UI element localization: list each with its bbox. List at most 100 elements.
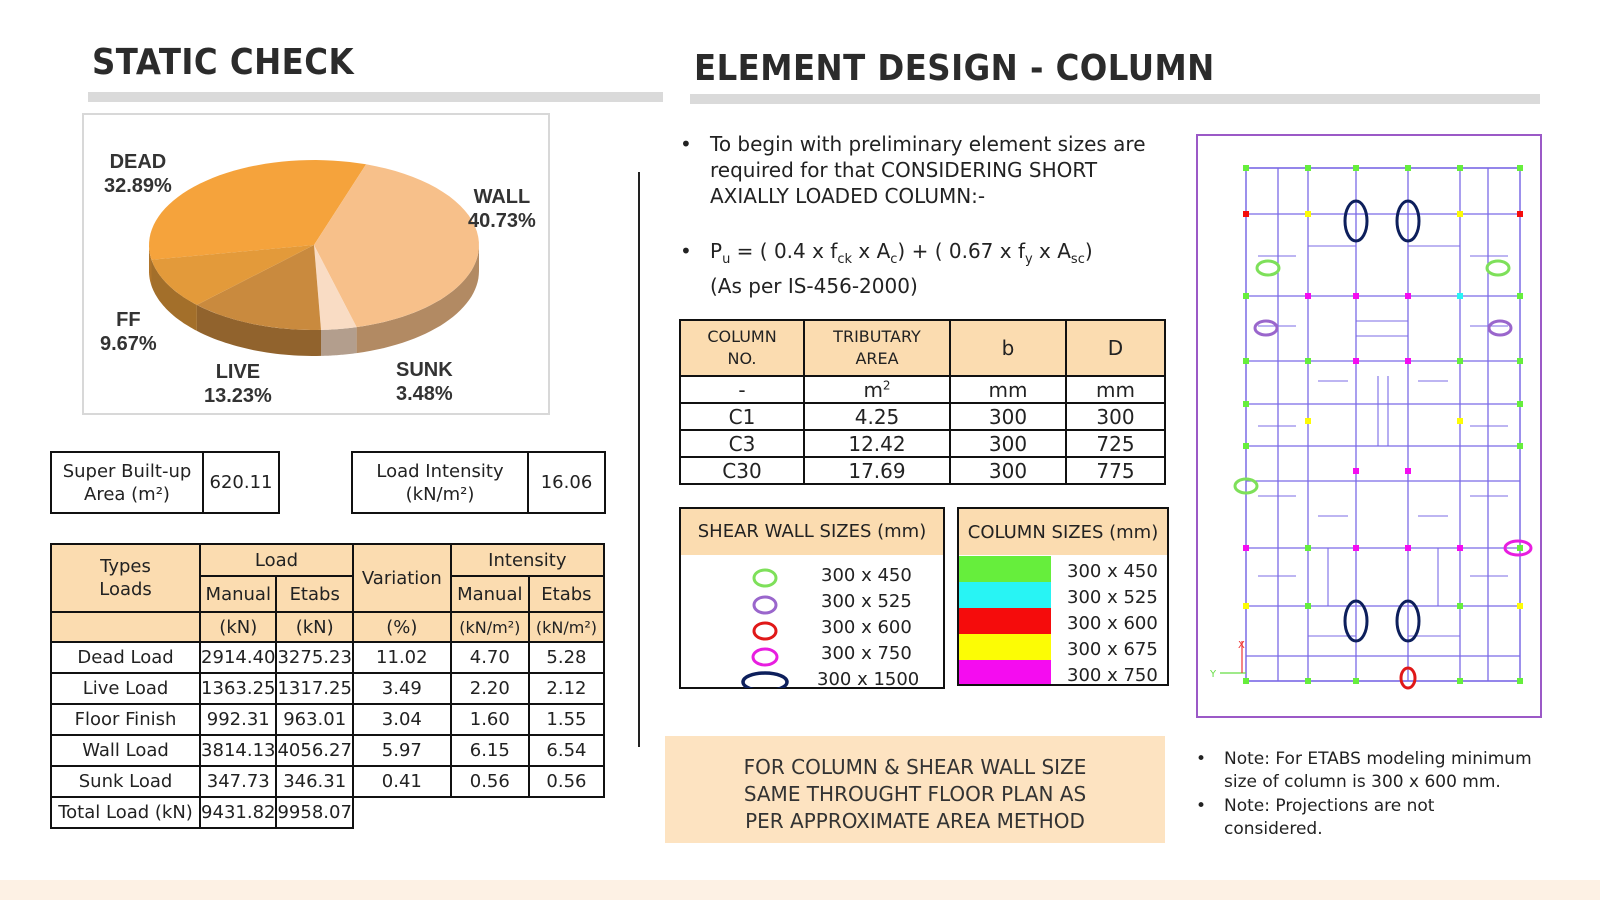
header-intensity-etabs: Etabs xyxy=(527,575,606,613)
shear-wall-600-symbol xyxy=(752,621,778,641)
pie-slice-live xyxy=(196,245,321,330)
formula-reference: (As per IS-456-2000) xyxy=(710,274,918,298)
row-variation: 5.97 xyxy=(351,734,452,767)
pie-side-live xyxy=(196,304,321,356)
cell: 300 xyxy=(1065,402,1166,431)
plan-axis-x-label: X xyxy=(1238,640,1245,651)
table-row: C3 12.42 300 725 xyxy=(679,429,1166,458)
method-note-box: FOR COLUMN & SHEAR WALL SIZE SAME THROUG… xyxy=(665,736,1165,843)
plan-shear-wall-1500 xyxy=(1343,599,1369,643)
header-types-loads: Types Loads xyxy=(49,543,202,613)
unit-d: mm xyxy=(1065,375,1166,404)
bullet-dot: • xyxy=(680,239,692,263)
pie-label-dead: DEAD 32.89% xyxy=(104,151,172,197)
total-etabs: 9958.07 xyxy=(275,796,354,829)
column-swatch-525 xyxy=(959,582,1051,608)
plan-column xyxy=(1305,603,1311,609)
plan-shear-wall-525 xyxy=(1487,319,1513,337)
unit-intensity-etabs: (kN/m²) xyxy=(527,611,606,643)
table-total-row: Total Load (kN) 9431.82 9958.07 xyxy=(49,796,604,829)
plan-column xyxy=(1457,678,1463,684)
row-intensity-etabs: 2.12 xyxy=(527,672,606,705)
unit-intensity-manual: (kN/m²) xyxy=(449,611,530,643)
plan-column xyxy=(1353,468,1359,474)
plan-column xyxy=(1305,545,1311,551)
plan-column xyxy=(1353,293,1359,299)
pie-slice-wall xyxy=(314,164,479,328)
plan-column xyxy=(1517,678,1523,684)
row-variation: 11.02 xyxy=(351,641,452,674)
pie-side-sunk xyxy=(321,327,357,356)
cell: 300 xyxy=(949,429,1067,458)
plan-axis-y-label: Y xyxy=(1209,669,1217,680)
element-design-title: ELEMENT DESIGN - COLUMN xyxy=(694,48,1215,89)
total-name: Total Load (kN) xyxy=(49,796,202,829)
plan-column xyxy=(1457,165,1463,171)
shear-wall-label: 300 x 450 xyxy=(821,565,912,586)
plan-column xyxy=(1457,545,1463,551)
plan-column xyxy=(1457,211,1463,217)
pie-side-wall xyxy=(356,245,479,354)
table-row: C30 17.69 300 775 xyxy=(679,456,1166,485)
plan-column xyxy=(1517,358,1523,364)
plan-shear-wall-450 xyxy=(1255,259,1281,277)
header-column-no: COLUMN NO. xyxy=(679,319,805,377)
plan-column xyxy=(1305,165,1311,171)
plan-outline xyxy=(1245,167,1521,682)
plan-column xyxy=(1243,545,1249,551)
shear-wall-symbols xyxy=(741,568,789,688)
plan-column xyxy=(1517,443,1523,449)
total-manual: 9431.82 xyxy=(199,796,278,829)
column-size-label: 300 x 525 xyxy=(1067,587,1158,608)
shear-wall-legend: SHEAR WALL SIZES (mm) 300 x 450 300 x 52… xyxy=(679,507,945,690)
unit-load-etabs: (kN) xyxy=(275,611,354,643)
super-builtup-box: Super Built-up Area (m²) 620.11 xyxy=(50,451,280,514)
row-manual: 2914.40 xyxy=(199,641,278,674)
header-load: Load xyxy=(199,543,354,577)
row-intensity-etabs: 1.55 xyxy=(527,703,606,736)
row-name: Dead Load xyxy=(49,641,202,674)
column-size-label: 300 x 675 xyxy=(1067,639,1158,660)
header-intensity-manual: Manual xyxy=(449,575,530,613)
plan-column xyxy=(1517,401,1523,407)
bullet-formula: • Pu = ( 0.4 x fck x Ac) + ( 0.67 x fy x… xyxy=(680,238,1150,299)
table-row: Floor Finish 992.31 963.01 3.04 1.60 1.5… xyxy=(49,703,606,736)
pie-chart-card xyxy=(82,113,550,415)
plan-column xyxy=(1243,603,1249,609)
pie-slice-dead xyxy=(149,160,367,260)
cell: C3 xyxy=(679,429,805,458)
note-item: • Note: For ETABS modeling minimum size … xyxy=(1196,749,1532,792)
plan-shear-wall-1500 xyxy=(1395,199,1421,243)
plan-column xyxy=(1517,603,1523,609)
super-builtup-label: Super Built-up Area (m²) xyxy=(50,451,204,514)
column-table: COLUMN NO. TRIBUTARY AREA b D - m2 mm mm… xyxy=(679,319,1166,485)
row-intensity-manual: 0.56 xyxy=(449,765,530,798)
plan-column xyxy=(1405,468,1411,474)
table-row: C1 4.25 300 300 xyxy=(679,402,1166,431)
row-etabs: 1317.25 xyxy=(275,672,354,705)
row-intensity-manual: 1.60 xyxy=(449,703,530,736)
plan-column xyxy=(1305,211,1311,217)
plan-shear-wall-1500 xyxy=(1343,199,1369,243)
plan-column xyxy=(1457,293,1463,299)
column-swatch-675 xyxy=(959,634,1051,660)
empty-cell xyxy=(353,797,451,828)
row-intensity-etabs: 6.54 xyxy=(527,734,606,767)
shear-wall-1500-symbol xyxy=(741,671,789,688)
shear-wall-525-symbol xyxy=(752,595,778,615)
cell: 775 xyxy=(1065,456,1166,485)
cell: C1 xyxy=(679,402,805,431)
notes-list: • Note: For ETABS modeling minimum size … xyxy=(1194,748,1534,841)
plan-shear-wall-450 xyxy=(1485,259,1511,277)
plan-column xyxy=(1405,358,1411,364)
plan-column xyxy=(1305,678,1311,684)
shear-wall-label: 300 x 600 xyxy=(821,617,912,638)
table-row: Live Load 1363.25 1317.25 3.49 2.20 2.12 xyxy=(49,672,606,705)
row-etabs: 3275.23 xyxy=(275,641,354,674)
column-swatch-450 xyxy=(959,556,1051,582)
plan-column xyxy=(1243,443,1249,449)
static-check-rule xyxy=(88,92,663,102)
plan-column xyxy=(1305,418,1311,424)
cell: 300 xyxy=(949,402,1067,431)
